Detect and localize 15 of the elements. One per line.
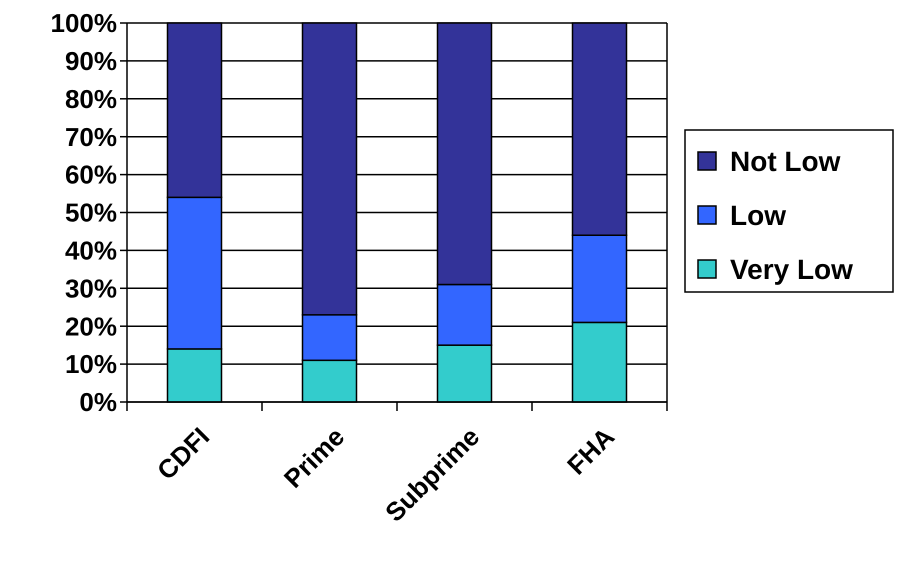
y-tick-label: 0% bbox=[79, 387, 117, 418]
y-tick-label: 80% bbox=[64, 84, 117, 114]
legend-label: Low bbox=[730, 200, 786, 231]
y-tick-label: 90% bbox=[64, 46, 117, 76]
y-tick-label: 30% bbox=[64, 273, 117, 304]
x-tick-label: FHA bbox=[561, 421, 620, 480]
y-tick-label: 70% bbox=[64, 122, 117, 152]
y-tick-label: 100% bbox=[50, 8, 117, 38]
y-tick-label: 20% bbox=[64, 311, 117, 342]
y-tick-label: 10% bbox=[64, 349, 117, 380]
y-tick-label: 50% bbox=[64, 198, 117, 228]
legend-label: Very Low bbox=[730, 254, 854, 285]
y-tick-label: 60% bbox=[64, 160, 117, 190]
y-tick-label: 40% bbox=[64, 236, 117, 266]
legend-label: Not Low bbox=[730, 146, 841, 177]
